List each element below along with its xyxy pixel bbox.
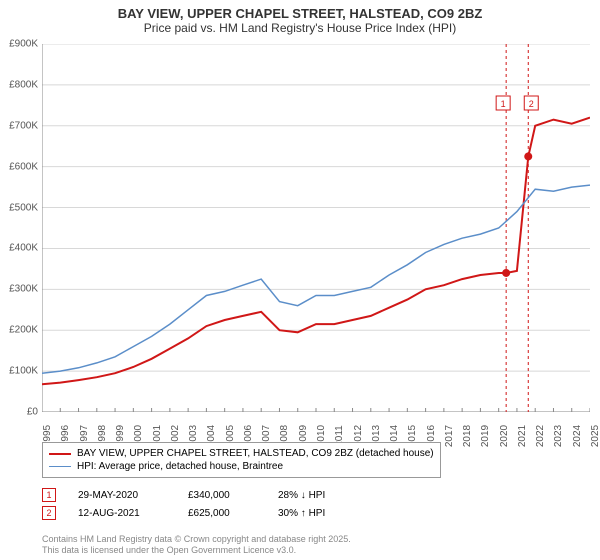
legend-item: HPI: Average price, detached house, Brai… [49,460,434,473]
y-tick-label: £100K [9,366,38,377]
x-tick-label: 2023 [553,425,564,447]
sale-marker: 2 [42,506,56,520]
footer-line1: Contains HM Land Registry data © Crown c… [42,534,351,545]
y-tick-label: £700K [9,120,38,131]
sale-marker: 1 [42,488,56,502]
chart-plot-area: 12 [42,44,590,412]
y-tick-label: £600K [9,161,38,172]
legend-label: BAY VIEW, UPPER CHAPEL STREET, HALSTEAD,… [77,448,434,459]
svg-text:2: 2 [529,99,534,109]
legend: BAY VIEW, UPPER CHAPEL STREET, HALSTEAD,… [42,442,441,478]
sale-row: 2 12-AUG-2021 £625,000 30% ↑ HPI [42,504,358,522]
chart-title-line1: BAY VIEW, UPPER CHAPEL STREET, HALSTEAD,… [0,6,600,21]
x-tick-label: 2021 [517,425,528,447]
x-tick-label: 2024 [572,425,583,447]
title-block: BAY VIEW, UPPER CHAPEL STREET, HALSTEAD,… [0,0,600,37]
sale-date: 12-AUG-2021 [78,508,166,519]
x-tick-label: 2020 [499,425,510,447]
footer-line2: This data is licensed under the Open Gov… [42,545,351,556]
y-tick-label: £900K [9,39,38,50]
x-tick-label: 2022 [535,425,546,447]
y-tick-label: £500K [9,202,38,213]
x-axis: 1995199619971998199920002001200220032004… [42,414,590,442]
sale-price: £340,000 [188,490,256,501]
legend-label: HPI: Average price, detached house, Brai… [77,461,283,472]
chart-title-line2: Price paid vs. HM Land Registry's House … [0,21,600,35]
chart-container: BAY VIEW, UPPER CHAPEL STREET, HALSTEAD,… [0,0,600,560]
svg-text:1: 1 [501,99,506,109]
legend-swatch [49,453,71,455]
y-tick-label: £800K [9,79,38,90]
sale-row: 1 29-MAY-2020 £340,000 28% ↓ HPI [42,486,358,504]
x-tick-label: 2017 [444,425,455,447]
y-tick-label: £0 [27,407,38,418]
sale-date: 29-MAY-2020 [78,490,166,501]
footer: Contains HM Land Registry data © Crown c… [42,534,351,556]
legend-item: BAY VIEW, UPPER CHAPEL STREET, HALSTEAD,… [49,447,434,460]
sales-table: 1 29-MAY-2020 £340,000 28% ↓ HPI 2 12-AUG-202… [42,486,358,522]
y-axis: £0£100K£200K£300K£400K£500K£600K£700K£80… [0,44,40,412]
x-tick-label: 2025 [590,425,600,447]
y-tick-label: £300K [9,284,38,295]
x-tick-label: 2019 [480,425,491,447]
y-tick-label: £400K [9,243,38,254]
sale-price: £625,000 [188,508,256,519]
x-tick-label: 2018 [462,425,473,447]
y-tick-label: £200K [9,325,38,336]
sale-hpi: 30% ↑ HPI [278,508,358,519]
chart-svg: 12 [42,44,590,412]
sale-hpi: 28% ↓ HPI [278,490,358,501]
legend-swatch [49,466,71,467]
